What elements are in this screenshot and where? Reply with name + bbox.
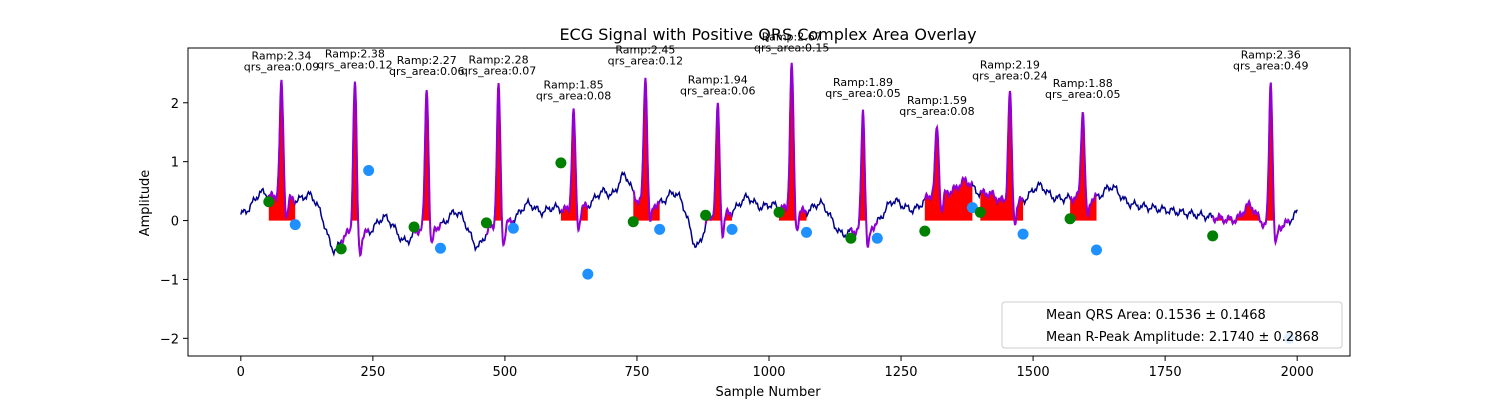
r-peak-label-13: Ramp:2.36 — [1241, 49, 1301, 62]
x-tick-label: 1000 — [752, 365, 785, 380]
qrs-onset-marker-5 — [555, 157, 567, 169]
qrs-offset-marker-3 — [434, 242, 446, 254]
qrs-area-label-5: qrs_area:0.08 — [536, 90, 611, 103]
qrs-onset-marker-3 — [408, 221, 420, 233]
legend-entry-r-peak: Mean R-Peak Amplitude: 2.1740 ± 0.2868 — [1046, 330, 1319, 345]
x-tick-label: 1500 — [1017, 365, 1050, 380]
y-tick-label: 0 — [171, 215, 179, 230]
x-tick-label: 1250 — [884, 365, 917, 380]
x-tick-label: 2000 — [1281, 365, 1314, 380]
legend: Mean QRS Area: 0.1536 ± 0.1468 Mean R-Pe… — [1001, 301, 1343, 349]
x-tick-label: 750 — [625, 365, 650, 380]
r-peak-label-4: Ramp:2.28 — [469, 53, 529, 66]
qrs-area-label-12: qrs_area:0.05 — [1045, 88, 1120, 101]
qrs-segment-4 — [486, 83, 514, 248]
qrs-segment-5 — [560, 108, 589, 234]
qrs-area-label-13: qrs_area:0.49 — [1233, 60, 1308, 73]
qrs-area-2 — [341, 81, 369, 221]
r-peak-label-6: Ramp:2.45 — [615, 43, 675, 56]
qrs-segment-12 — [1069, 112, 1098, 219]
chart-title: ECG Signal with Positive QRS Complex Are… — [559, 25, 976, 44]
y-tick-label: 2 — [171, 97, 179, 112]
qrs-offset-marker-11 — [1017, 228, 1029, 240]
qrs-area-5 — [560, 108, 588, 221]
qrs-onset-marker-10 — [919, 225, 931, 237]
qrs-segment-9 — [850, 109, 879, 248]
plot-area: Ramp:2.34qrs_area:0.09Ramp:2.38qrs_area:… — [240, 30, 1309, 344]
qrs-onset-marker-2 — [335, 243, 347, 255]
qrs-area-label-4: qrs_area:0.07 — [461, 64, 536, 77]
ecg-signal-line — [240, 66, 1298, 257]
qrs-segment-10 — [923, 123, 974, 213]
qrs-onset-marker-11 — [974, 206, 986, 218]
qrs-offset-marker-6 — [654, 223, 666, 235]
r-peak-label-2: Ramp:2.38 — [325, 47, 385, 60]
r-peak-label-5: Ramp:1.85 — [544, 79, 604, 92]
qrs-area-8 — [779, 62, 807, 221]
qrs-onset-marker-4 — [480, 217, 492, 229]
qrs-area-1 — [268, 79, 296, 221]
y-tick-label: 1 — [171, 156, 179, 171]
y-axis-label: Amplitude — [138, 170, 153, 237]
legend-box — [1001, 301, 1343, 349]
x-tick-label: 500 — [492, 365, 517, 380]
qrs-onset-marker-8 — [773, 206, 785, 218]
qrs-area-label-10: qrs_area:0.08 — [899, 105, 974, 118]
x-axis-label: Sample Number — [715, 385, 821, 400]
qrs-segment-6 — [632, 77, 661, 222]
qrs-area-label-2: qrs_area:0.12 — [317, 58, 392, 71]
x-tick-label: 0 — [237, 365, 245, 380]
qrs-segment-3 — [413, 90, 442, 244]
qrs-offset-marker-2 — [363, 164, 375, 176]
r-peak-label-1: Ramp:2.34 — [251, 50, 311, 63]
qrs-area-13 — [1212, 82, 1290, 221]
qrs-area-11 — [980, 91, 1024, 221]
qrs-offset-marker-1 — [289, 219, 301, 231]
qrs-onset-marker-6 — [627, 216, 639, 228]
x-tick-label: 250 — [360, 365, 385, 380]
qrs-area-label-9: qrs_area:0.05 — [825, 87, 900, 100]
qrs-area-label-11: qrs_area:0.24 — [972, 70, 1047, 83]
qrs-area-3 — [414, 90, 441, 221]
qrs-segment-8 — [778, 62, 808, 231]
qrs-segment-1 — [268, 79, 297, 221]
r-peak-label-12: Ramp:1.88 — [1053, 77, 1113, 90]
qrs-offset-marker-12 — [1090, 244, 1102, 256]
qrs-onset-marker-9 — [845, 232, 857, 244]
qrs-area-label-6: qrs_area:0.12 — [608, 54, 683, 67]
qrs-onset-marker-1 — [263, 196, 275, 208]
qrs-offset-marker-7 — [726, 223, 738, 235]
r-peak-label-11: Ramp:2.19 — [980, 59, 1040, 72]
legend-entry-qrs-area: Mean QRS Area: 0.1536 ± 0.1468 — [1046, 308, 1266, 323]
qrs-area-12 — [1070, 112, 1097, 221]
qrs-offset-marker-5 — [582, 268, 594, 280]
qrs-offset-marker-4 — [507, 222, 519, 234]
y-tick-label: −2 — [160, 332, 179, 347]
qrs-onset-marker-7 — [700, 209, 712, 221]
qrs-offset-marker-10 — [966, 202, 978, 214]
axes: 0 250 500 750 1000 1250 1500 1750 2000 −2 −1 0 1 2 — [160, 47, 1351, 380]
qrs-onset-marker-12 — [1064, 213, 1076, 225]
qrs-offset-marker-8 — [801, 226, 813, 238]
r-peak-label-9: Ramp:1.89 — [833, 76, 893, 89]
qrs-onset-marker-13 — [1207, 230, 1219, 242]
qrs-area-label-7: qrs_area:0.06 — [680, 84, 755, 97]
qrs-segment-13 — [1211, 82, 1291, 247]
qrs-segment-2 — [340, 81, 370, 258]
qrs-area-label-3: qrs_area:0.06 — [389, 65, 464, 78]
r-peak-label-8: Ramp:2.67 — [762, 30, 822, 43]
qrs-area-label-1: qrs_area:0.09 — [244, 61, 319, 74]
r-peak-label-10: Ramp:1.59 — [907, 94, 967, 107]
x-tick-label: 1750 — [1149, 365, 1182, 380]
qrs-segment-11 — [979, 90, 1024, 226]
qrs-offset-marker-9 — [871, 232, 883, 244]
y-tick-label: −1 — [160, 273, 179, 288]
r-peak-label-3: Ramp:2.27 — [397, 54, 457, 67]
r-peak-label-7: Ramp:1.94 — [688, 73, 748, 86]
qrs-area-10 — [924, 127, 973, 221]
